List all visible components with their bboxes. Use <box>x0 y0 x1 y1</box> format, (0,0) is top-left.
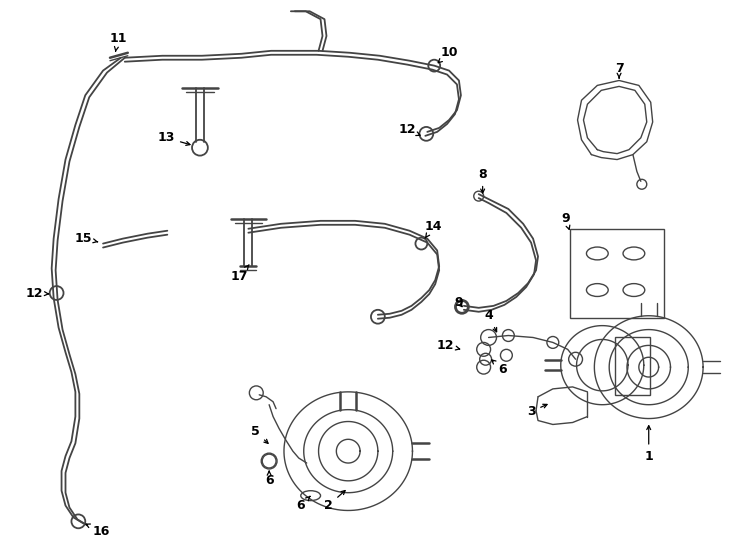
Text: 16: 16 <box>86 524 110 538</box>
Bar <box>615 338 650 395</box>
Text: 14: 14 <box>424 220 442 238</box>
Text: 8: 8 <box>479 168 487 193</box>
Text: 2: 2 <box>324 490 345 512</box>
Text: 11: 11 <box>109 32 127 51</box>
Text: 12: 12 <box>436 339 459 352</box>
Text: 3: 3 <box>527 404 547 418</box>
Text: 12: 12 <box>399 124 420 137</box>
Text: 15: 15 <box>75 232 98 245</box>
Text: 6: 6 <box>265 471 274 487</box>
Text: 1: 1 <box>644 426 653 463</box>
Text: 9: 9 <box>454 296 463 309</box>
Text: 10: 10 <box>438 46 458 63</box>
Text: 6: 6 <box>297 496 310 512</box>
Text: 6: 6 <box>492 360 506 376</box>
Text: 4: 4 <box>484 309 497 332</box>
Text: 5: 5 <box>251 425 268 443</box>
Text: 17: 17 <box>230 265 249 283</box>
Text: 9: 9 <box>562 212 570 230</box>
Bar <box>570 229 664 318</box>
Text: 7: 7 <box>614 62 623 78</box>
Text: 13: 13 <box>158 131 190 145</box>
Text: 12: 12 <box>25 287 48 300</box>
